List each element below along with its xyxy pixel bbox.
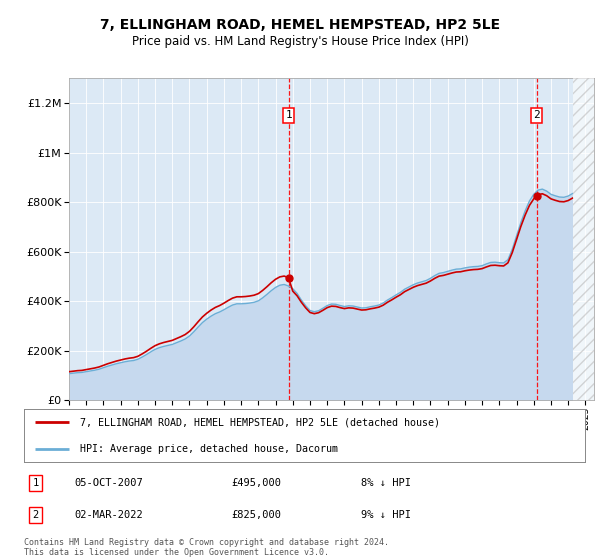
Text: Contains HM Land Registry data © Crown copyright and database right 2024.
This d: Contains HM Land Registry data © Crown c…	[24, 538, 389, 557]
Text: 2: 2	[533, 110, 540, 120]
Text: Price paid vs. HM Land Registry's House Price Index (HPI): Price paid vs. HM Land Registry's House …	[131, 35, 469, 49]
Text: £825,000: £825,000	[232, 510, 281, 520]
Text: 8% ↓ HPI: 8% ↓ HPI	[361, 478, 410, 488]
Text: 7, ELLINGHAM ROAD, HEMEL HEMPSTEAD, HP2 5LE: 7, ELLINGHAM ROAD, HEMEL HEMPSTEAD, HP2 …	[100, 18, 500, 32]
Text: 1: 1	[32, 478, 38, 488]
Text: 1: 1	[285, 110, 292, 120]
Text: HPI: Average price, detached house, Dacorum: HPI: Average price, detached house, Daco…	[80, 444, 338, 454]
Text: 7, ELLINGHAM ROAD, HEMEL HEMPSTEAD, HP2 5LE (detached house): 7, ELLINGHAM ROAD, HEMEL HEMPSTEAD, HP2 …	[80, 417, 440, 427]
Text: £495,000: £495,000	[232, 478, 281, 488]
Point	[284, 273, 293, 282]
Text: 9% ↓ HPI: 9% ↓ HPI	[361, 510, 410, 520]
Text: 05-OCT-2007: 05-OCT-2007	[74, 478, 143, 488]
Text: 02-MAR-2022: 02-MAR-2022	[74, 510, 143, 520]
Point	[532, 192, 541, 200]
Text: 2: 2	[32, 510, 38, 520]
